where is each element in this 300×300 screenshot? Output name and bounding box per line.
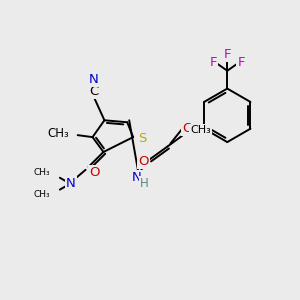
Text: O: O [182,122,193,135]
Text: F: F [224,48,231,62]
Text: S: S [138,132,146,145]
Text: N: N [132,171,142,184]
Text: CH₃: CH₃ [33,168,50,177]
Text: N: N [89,73,98,86]
Text: CH₃: CH₃ [190,125,211,135]
Text: C: C [89,85,98,98]
Text: O: O [138,155,149,168]
Text: CH₃: CH₃ [47,127,69,140]
Text: H: H [140,177,149,190]
Text: F: F [210,56,217,69]
Text: O: O [89,167,100,179]
Text: CH₃: CH₃ [33,190,50,199]
Text: F: F [237,56,245,69]
Text: N: N [66,177,76,190]
